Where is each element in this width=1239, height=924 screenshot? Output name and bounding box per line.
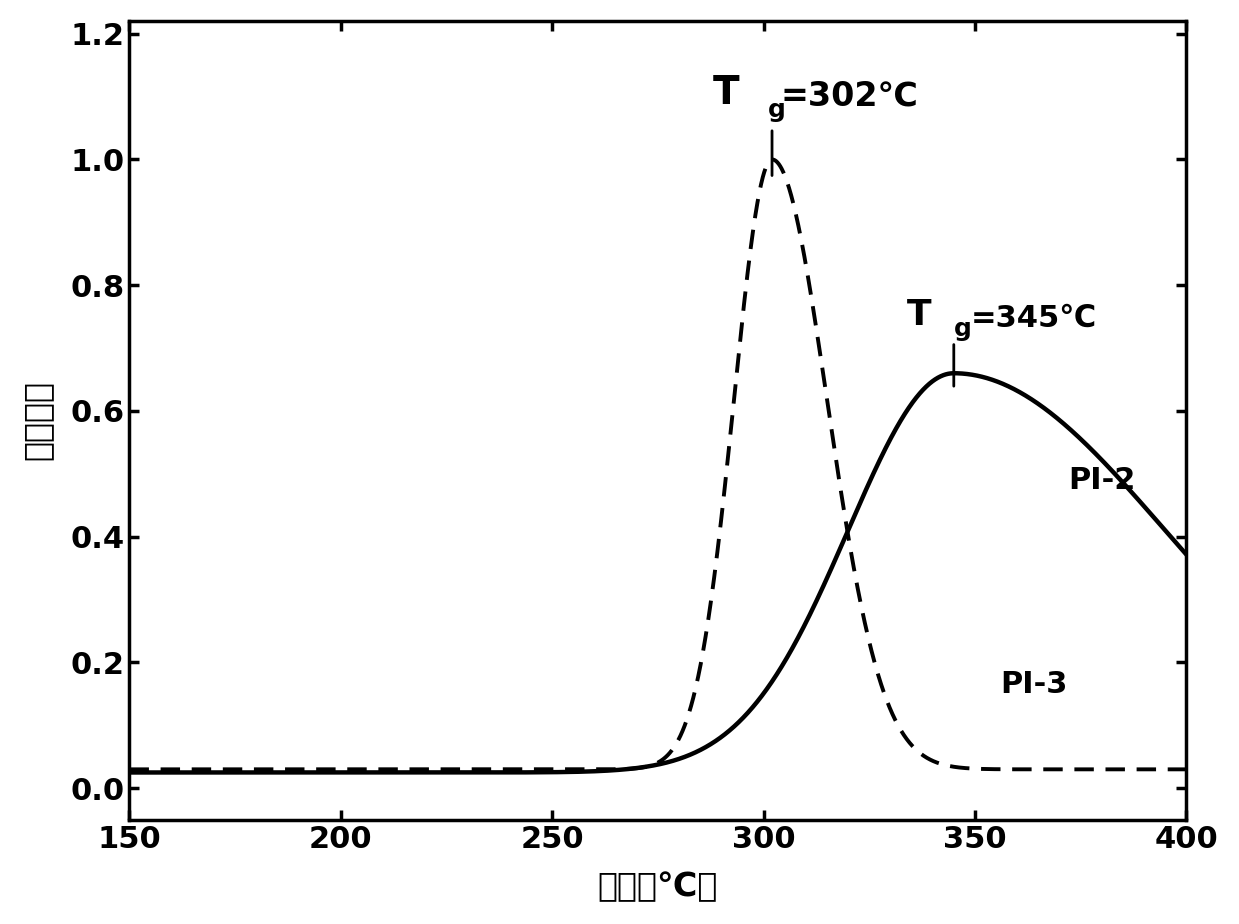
Text: T: T [907, 298, 932, 333]
X-axis label: 温度（℃）: 温度（℃） [597, 870, 719, 903]
Text: PI-3: PI-3 [1000, 670, 1068, 699]
Text: PI-2: PI-2 [1068, 466, 1135, 494]
Text: T: T [712, 74, 740, 113]
Text: g: g [768, 98, 786, 122]
Text: =345℃: =345℃ [970, 303, 1097, 333]
Y-axis label: 损耗因子: 损耗因子 [21, 381, 53, 460]
Text: =302℃: =302℃ [781, 79, 918, 113]
Text: g: g [954, 317, 971, 341]
